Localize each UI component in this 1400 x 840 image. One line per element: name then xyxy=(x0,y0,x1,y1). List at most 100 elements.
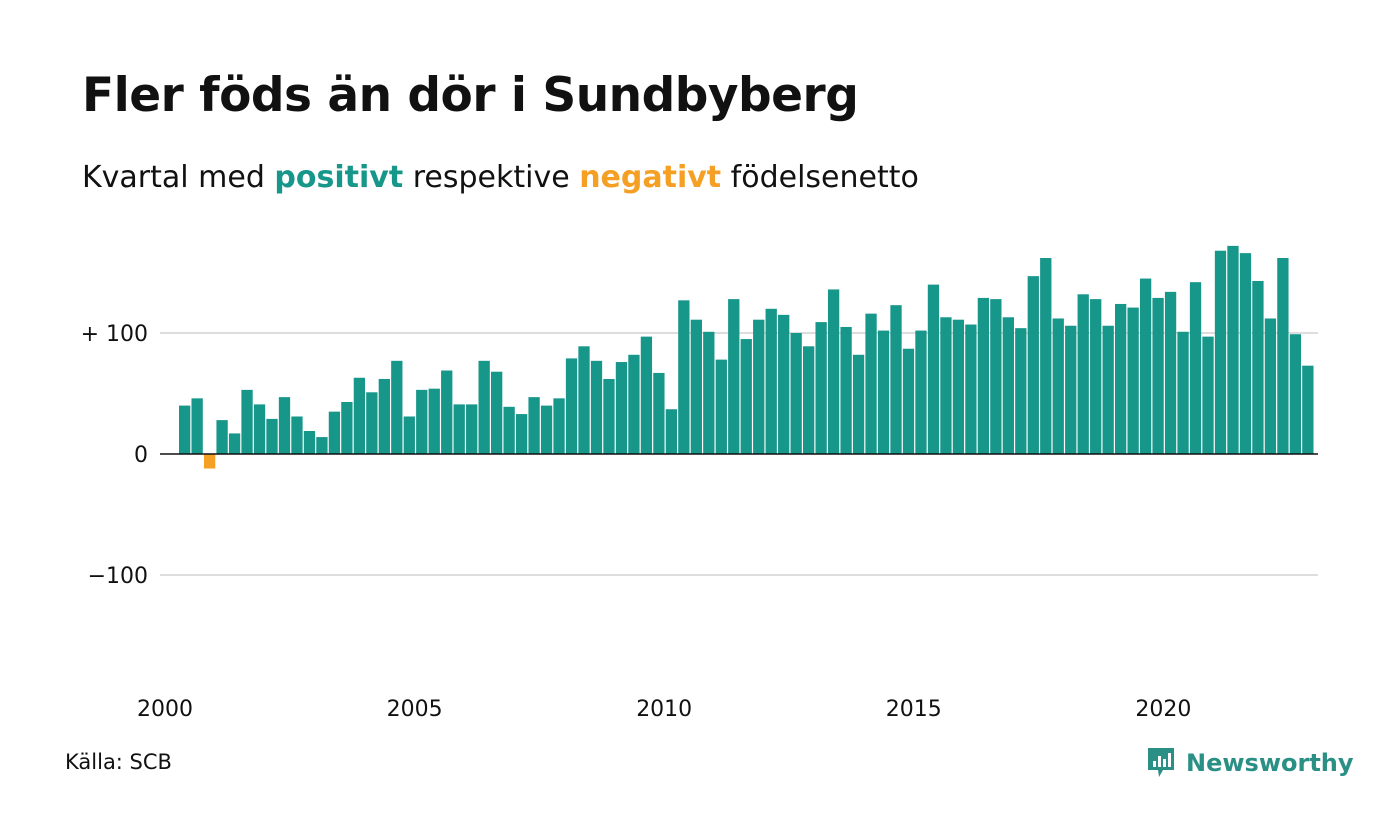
bar xyxy=(503,406,515,454)
bar xyxy=(1289,334,1302,454)
bar xyxy=(366,392,378,454)
bar xyxy=(890,305,902,454)
bar xyxy=(728,299,740,454)
bar xyxy=(303,431,316,454)
bar xyxy=(203,454,216,469)
bar xyxy=(1227,245,1239,454)
bar xyxy=(565,358,578,454)
bar xyxy=(940,317,952,454)
bar xyxy=(1027,276,1039,454)
bar xyxy=(665,409,678,454)
bar xyxy=(1040,257,1052,454)
bar xyxy=(715,359,727,454)
bar xyxy=(628,354,640,454)
bar xyxy=(179,405,191,454)
bar xyxy=(803,346,815,454)
subtitle-suffix: födelsenetto xyxy=(721,160,919,195)
bar xyxy=(653,372,665,454)
subtitle-prefix: Kvartal med xyxy=(82,160,275,195)
bar xyxy=(241,389,253,454)
bar xyxy=(216,420,228,454)
bar xyxy=(515,414,528,454)
bar xyxy=(1102,325,1114,454)
bar xyxy=(391,360,403,454)
chart-subtitle: Kvartal med positivt respektive negativt… xyxy=(82,160,919,195)
bar xyxy=(1202,336,1214,454)
x-tick-label: 2015 xyxy=(886,697,942,722)
bar xyxy=(353,377,366,454)
bar xyxy=(927,284,940,454)
bar xyxy=(416,389,428,454)
bar xyxy=(291,416,303,454)
bar xyxy=(815,322,827,454)
subtitle-positive: positivt xyxy=(274,160,404,195)
bar xyxy=(640,336,653,454)
bar xyxy=(603,378,615,454)
bar xyxy=(1002,317,1014,454)
bar xyxy=(466,404,478,454)
bar xyxy=(1015,328,1027,454)
x-tick-label: 2010 xyxy=(636,697,692,722)
bar xyxy=(590,360,603,454)
bar xyxy=(1127,307,1139,454)
bar xyxy=(765,308,777,454)
y-tick-label: 0 xyxy=(134,443,148,468)
bar xyxy=(540,405,553,454)
bar xyxy=(1052,318,1064,454)
bar xyxy=(341,401,353,454)
bar xyxy=(1177,331,1189,454)
bar xyxy=(278,397,291,454)
bar xyxy=(778,314,790,454)
bar xyxy=(378,378,390,454)
bar xyxy=(1090,299,1102,454)
bar xyxy=(753,319,765,454)
bar xyxy=(403,416,415,454)
bar xyxy=(316,437,328,454)
bar xyxy=(1214,250,1227,454)
bar xyxy=(827,289,840,454)
subtitle-negative: negativt xyxy=(579,160,722,195)
y-tick-label: −100 xyxy=(88,564,148,589)
bar xyxy=(865,313,877,454)
bar xyxy=(228,433,241,454)
brand-name: Newsworthy xyxy=(1186,749,1354,777)
bar xyxy=(703,331,715,454)
bar xyxy=(1077,294,1089,454)
bar xyxy=(1065,325,1077,454)
bar xyxy=(965,324,977,454)
brand-logo: Newsworthy xyxy=(1146,744,1354,782)
bar xyxy=(790,333,802,454)
bar xyxy=(478,360,490,454)
bar xyxy=(453,404,465,454)
bar xyxy=(191,398,203,454)
bar xyxy=(690,319,702,454)
bar xyxy=(1164,291,1177,454)
bar xyxy=(1302,365,1314,454)
bar xyxy=(528,397,540,454)
bar xyxy=(1139,278,1152,454)
x-tick-label: 2020 xyxy=(1135,697,1191,722)
bar xyxy=(990,299,1002,454)
bar xyxy=(1252,280,1264,454)
bar xyxy=(441,370,453,454)
bar xyxy=(615,362,628,454)
newsworthy-logo-icon xyxy=(1148,748,1174,777)
bar xyxy=(1189,282,1202,454)
bar xyxy=(1239,253,1252,454)
subtitle-middle: respektive xyxy=(403,160,580,195)
bar xyxy=(578,346,590,454)
bar xyxy=(1152,297,1164,454)
bar xyxy=(840,326,852,454)
bar xyxy=(977,297,990,454)
x-tick-label: 2000 xyxy=(137,697,193,722)
bar xyxy=(491,371,503,454)
bar xyxy=(428,388,440,454)
bar xyxy=(740,339,752,454)
source-note: Källa: SCB xyxy=(65,750,172,774)
bar xyxy=(678,300,690,454)
bar xyxy=(902,348,915,454)
bar xyxy=(328,411,341,454)
bar xyxy=(253,404,266,454)
y-tick-label: + 100 xyxy=(81,322,148,347)
